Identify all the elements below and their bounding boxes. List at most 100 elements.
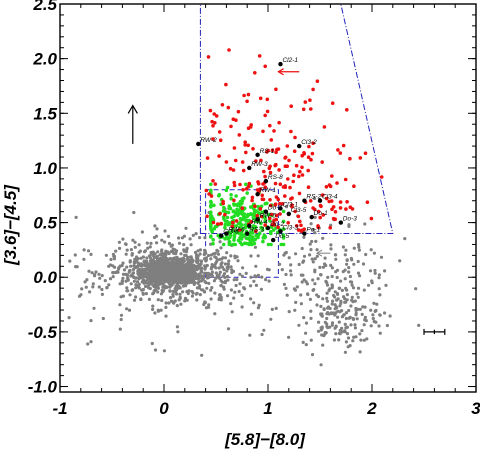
field-stars-point xyxy=(340,288,344,292)
field-stars-point xyxy=(121,237,125,241)
field-stars-point xyxy=(309,338,313,342)
field-stars-point xyxy=(330,302,334,306)
field-stars-point xyxy=(304,343,308,347)
field-stars-point xyxy=(142,250,147,254)
class-II-point xyxy=(230,229,234,234)
field-stars-point xyxy=(126,289,130,293)
field-stars-point xyxy=(344,340,348,344)
field-stars-point xyxy=(161,285,165,289)
field-stars-point xyxy=(171,247,175,251)
field-stars-point xyxy=(289,273,293,277)
field-stars-point xyxy=(196,249,200,253)
field-stars-point xyxy=(232,296,236,300)
field-stars-point xyxy=(338,304,342,308)
field-stars-point xyxy=(282,282,286,286)
field-stars-point xyxy=(169,244,173,248)
class-II-point xyxy=(232,238,236,242)
field-stars-point xyxy=(164,305,168,309)
field-stars-point xyxy=(134,295,138,299)
field-stars-point xyxy=(194,255,198,260)
class-I-point xyxy=(292,173,296,177)
class-I-point xyxy=(278,182,283,186)
field-stars-point xyxy=(136,272,140,276)
field-stars-point xyxy=(161,281,165,285)
field-stars-point xyxy=(352,262,356,266)
field-stars-point xyxy=(318,265,322,269)
field-stars-point xyxy=(180,265,184,269)
field-stars-point xyxy=(383,269,387,273)
class-II-point xyxy=(209,199,213,204)
field-stars-point xyxy=(332,338,336,342)
class-I-point xyxy=(250,195,255,200)
class-I-point xyxy=(240,206,245,210)
class-I-point xyxy=(223,212,227,217)
field-stars-point xyxy=(216,252,221,256)
field-stars-point xyxy=(173,265,177,269)
class-I-point xyxy=(231,220,235,225)
field-stars-point xyxy=(189,264,193,268)
x-axis-title: [5.8]−[8.0] xyxy=(224,430,306,449)
class-II-point xyxy=(211,241,215,246)
source-label: Cl3-6 xyxy=(223,229,239,236)
field-stars-point xyxy=(269,317,273,321)
class-I-point xyxy=(328,184,333,189)
class-I-point xyxy=(240,160,245,164)
field-stars-point xyxy=(207,273,211,277)
field-stars-point xyxy=(151,262,155,266)
field-stars-point xyxy=(111,252,115,256)
field-stars-point xyxy=(97,285,101,289)
class-I-point xyxy=(324,185,329,189)
field-stars-point xyxy=(362,288,366,292)
field-stars-point xyxy=(304,331,308,335)
class-I-point xyxy=(286,177,290,181)
field-stars-point xyxy=(84,285,88,289)
field-stars-point xyxy=(136,269,140,273)
class-I-point xyxy=(259,214,264,219)
y-tick-label: 0.5 xyxy=(33,214,57,233)
field-stars-point xyxy=(185,264,189,268)
field-stars-point xyxy=(229,254,233,258)
gray-arrow-head xyxy=(315,249,323,257)
source-label: RS-2 xyxy=(306,194,321,201)
field-stars-point xyxy=(347,223,351,227)
field-stars-point xyxy=(167,301,171,305)
field-stars-point xyxy=(343,297,347,301)
field-stars-point xyxy=(328,287,332,291)
source-marker xyxy=(286,211,291,217)
field-stars-point xyxy=(403,237,407,241)
field-stars-point xyxy=(223,279,228,283)
data-points xyxy=(67,48,421,367)
class-II-point xyxy=(266,212,271,217)
class-I-point xyxy=(306,155,311,159)
field-stars-point xyxy=(230,268,234,272)
field-stars-point xyxy=(222,268,226,272)
class-II-point xyxy=(259,225,263,230)
field-stars-point xyxy=(160,238,164,242)
class-II-point xyxy=(265,201,269,206)
class-II-point xyxy=(231,209,236,214)
field-stars-point xyxy=(89,319,93,323)
field-stars-point xyxy=(334,270,338,274)
field-stars-point xyxy=(193,250,198,255)
field-stars-point xyxy=(371,313,375,317)
field-stars-point xyxy=(189,243,193,247)
class-II-point xyxy=(209,234,213,238)
class-I-point xyxy=(255,213,259,218)
field-stars-point xyxy=(417,323,421,327)
source-marker xyxy=(265,225,271,231)
field-stars-point xyxy=(353,323,357,327)
field-stars-point xyxy=(345,288,349,292)
class-I-point xyxy=(268,123,272,128)
class-I-point xyxy=(273,163,278,168)
class-I-point xyxy=(212,112,216,116)
class-I-point xyxy=(315,79,320,83)
field-stars-point xyxy=(325,324,329,329)
field-stars-point xyxy=(105,285,109,290)
field-stars-point xyxy=(194,277,198,281)
field-stars-point xyxy=(198,248,203,252)
class-I-point xyxy=(322,125,327,129)
class-I-point xyxy=(341,143,346,148)
field-stars-point xyxy=(182,234,186,238)
source-label: RW-5 xyxy=(260,212,277,219)
class-I-point xyxy=(245,99,249,104)
